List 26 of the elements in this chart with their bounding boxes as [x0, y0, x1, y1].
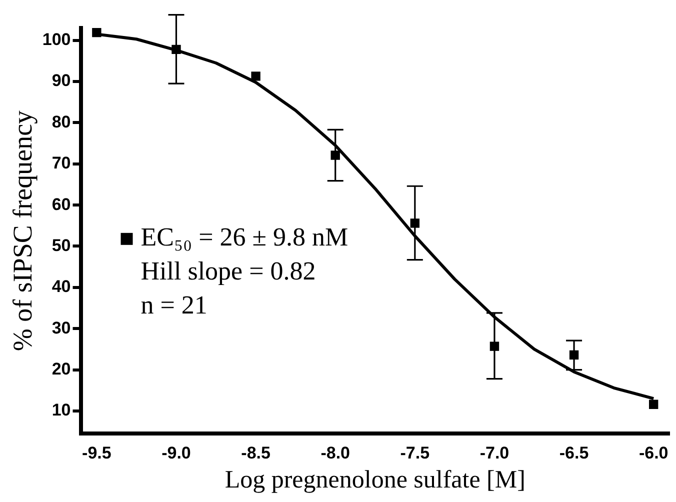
x-tick-label: -7.5 [400, 443, 430, 462]
y-tick-label: 100 [42, 30, 71, 50]
x-tick-label: -7.0 [480, 443, 510, 462]
y-tick-label: 50 [52, 236, 71, 255]
y-tick-label: 90 [52, 71, 71, 90]
y-tick-label: 30 [52, 318, 71, 338]
x-axis-title: Log pregnenolone sulfate [M] [224, 466, 526, 494]
x-tick-label: -9.5 [82, 443, 112, 462]
x-tick-label: -6.0 [638, 443, 668, 462]
x-tick-label: -6.5 [559, 443, 589, 462]
y-axis-title: % of sIPSC frequency [7, 110, 38, 352]
point [251, 72, 260, 81]
y-tick-label: 10 [52, 400, 71, 420]
annotation: n = 21 [140, 290, 208, 320]
y-tick-label: 70 [52, 154, 71, 173]
y-tick-label: 20 [52, 359, 71, 378]
x-tick-label: -8.5 [241, 443, 270, 462]
y-tick-label: 80 [52, 112, 71, 132]
y-tick-label: 40 [52, 277, 71, 296]
point [92, 28, 102, 38]
point [648, 400, 658, 409]
x-tick-label: -9.0 [162, 443, 191, 462]
annotation: Hill slope = 0.82 [140, 256, 316, 286]
y-tick-label: 60 [52, 194, 71, 214]
legend-label: EC₅₀ = 26 ± 9.8 nM [140, 222, 348, 252]
x-tick-label: -8.0 [320, 443, 350, 462]
